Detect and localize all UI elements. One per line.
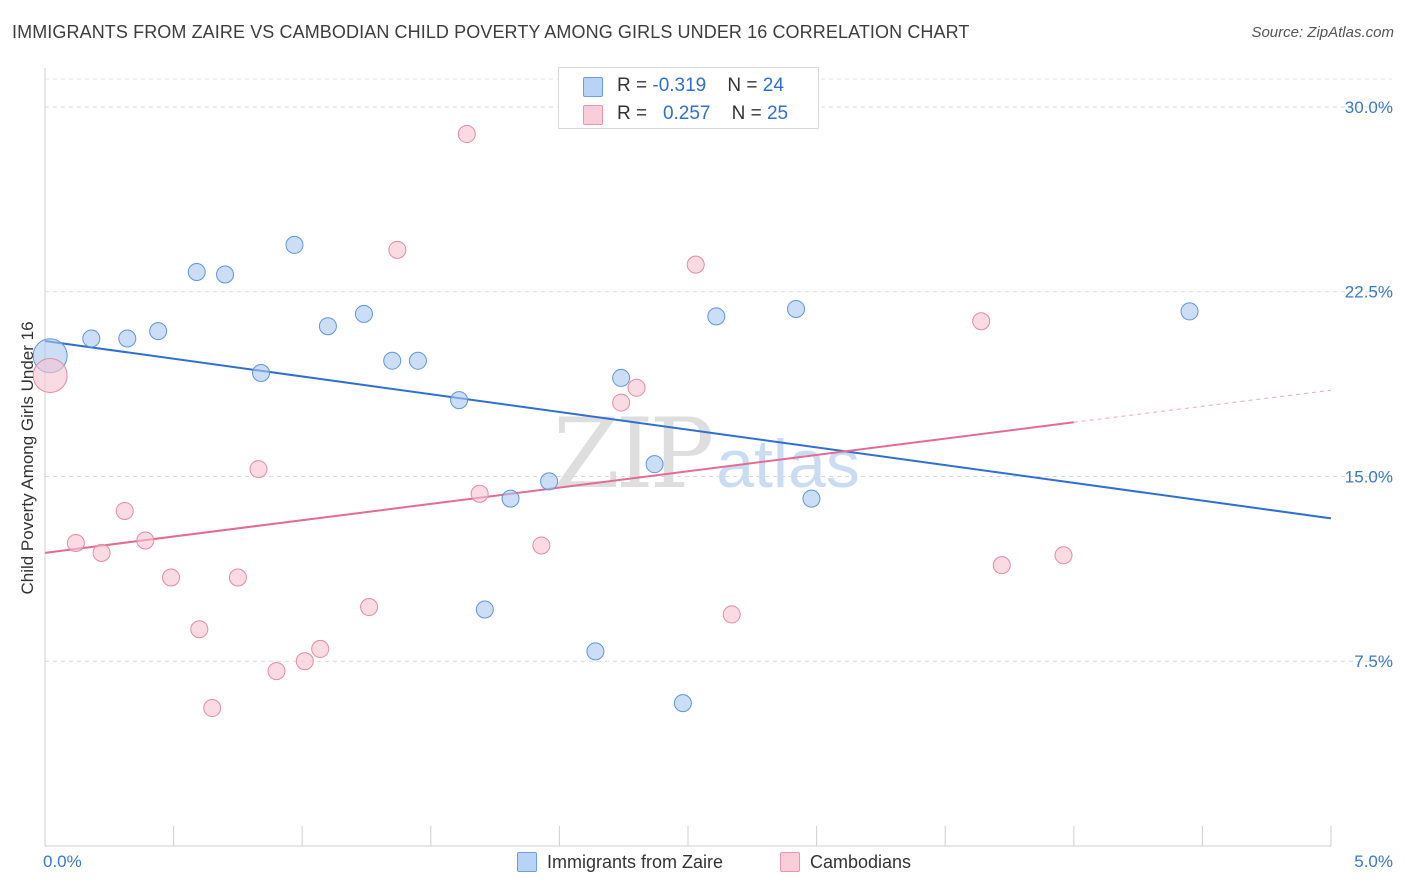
point-zaire: [252, 364, 271, 383]
zaire-swatch: [583, 77, 603, 97]
point-cambodians: [203, 699, 222, 718]
point-cambodians: [1054, 546, 1073, 565]
point-zaire: [673, 694, 692, 713]
point-cambodians: [627, 378, 646, 397]
legend-swatch-cambodians: [780, 852, 800, 872]
point-cambodians: [136, 531, 155, 550]
point-zaire: [408, 351, 427, 370]
point-zaire: [354, 304, 373, 323]
y-tick-label: 15.0%: [1345, 467, 1393, 486]
point-cambodians: [457, 125, 476, 144]
n-value-zaire: 24: [762, 75, 784, 96]
point-cambodians: [612, 393, 631, 412]
point-zaire: [586, 642, 605, 661]
point-cambodians: [686, 255, 705, 274]
point-cambodians: [190, 620, 209, 639]
cambodians-swatch: [583, 105, 603, 125]
y-tick-label: 30.0%: [1345, 98, 1393, 117]
point-cambodians: [992, 556, 1011, 575]
point-zaire: [149, 322, 168, 341]
r-value-cambodians: 0.257: [662, 103, 711, 124]
point-zaire: [787, 299, 806, 318]
trend-line-cambodians: [44, 421, 1074, 554]
point-cambodians: [388, 240, 407, 259]
point-zaire: [285, 235, 304, 254]
data-points: [32, 125, 1199, 718]
legend-swatch-zaire: [517, 852, 537, 872]
point-cambodians: [972, 312, 991, 331]
point-cambodians: [295, 652, 314, 671]
point-cambodians: [311, 639, 330, 658]
legend-item-cambodians[interactable]: Cambodians: [780, 852, 911, 873]
r-label: R =: [617, 75, 653, 96]
y-tick-labels: 7.5% 15.0% 22.5% 30.0%: [1345, 98, 1393, 671]
watermark: ZIPatlas: [553, 398, 860, 510]
point-cambodians: [162, 568, 181, 587]
gridlines: [45, 78, 1392, 662]
point-zaire: [450, 391, 469, 410]
point-zaire: [707, 307, 726, 326]
x-tick-label-min: 0.0%: [43, 852, 82, 871]
point-zaire: [318, 317, 337, 336]
point-zaire: [82, 329, 101, 348]
r-value-zaire: -0.319: [652, 75, 707, 96]
source-credit: Source: ZipAtlas.com: [1251, 24, 1394, 41]
point-zaire: [216, 265, 235, 284]
point-cambodians: [92, 543, 111, 562]
point-zaire: [475, 600, 494, 619]
point-cambodians: [249, 460, 268, 479]
point-cambodians: [66, 533, 85, 552]
x-tick-label-max: 5.0%: [1354, 852, 1393, 871]
watermark-zip: ZIP: [553, 398, 714, 510]
point-cambodians: [228, 568, 247, 587]
point-cambodians: [532, 536, 551, 555]
chart-title: IMMIGRANTS FROM ZAIRE VS CAMBODIAN CHILD…: [12, 22, 970, 42]
point-zaire: [645, 455, 664, 474]
trend-line-cambodians-extension: [1073, 389, 1332, 423]
r-label: R =: [617, 103, 653, 124]
point-cambodians: [722, 605, 741, 624]
point-zaire: [1180, 302, 1199, 321]
point-zaire: [802, 489, 821, 508]
legend-label-zaire: Immigrants from Zaire: [547, 852, 724, 872]
point-zaire: [540, 472, 559, 491]
point-zaire: [187, 263, 206, 282]
y-axis-label: Child Poverty Among Girls Under 16: [18, 321, 37, 595]
n-label: N =: [727, 75, 763, 96]
point-cambodians: [267, 662, 286, 681]
trend-line-zaire: [44, 339, 1332, 520]
point-cambodians: [470, 484, 489, 503]
y-tick-label: 22.5%: [1345, 283, 1393, 302]
point-cambodians: [32, 357, 68, 393]
point-zaire: [118, 329, 137, 348]
point-zaire: [612, 368, 631, 387]
point-cambodians: [115, 501, 134, 520]
point-cambodians: [360, 598, 379, 617]
legend-item-zaire[interactable]: Immigrants from Zaire: [517, 852, 723, 873]
point-zaire: [383, 351, 402, 370]
n-value-cambodians: 25: [766, 103, 789, 124]
n-label: N =: [731, 103, 767, 124]
trend-lines: [44, 339, 1332, 554]
stats-legend: R = -0.319 N = 24 R = 0.257 N = 25: [558, 67, 819, 129]
point-zaire: [501, 489, 520, 508]
axes: [44, 68, 1332, 847]
legend-label-cambodians: Cambodians: [810, 852, 912, 872]
y-tick-label: 7.5%: [1354, 652, 1393, 671]
